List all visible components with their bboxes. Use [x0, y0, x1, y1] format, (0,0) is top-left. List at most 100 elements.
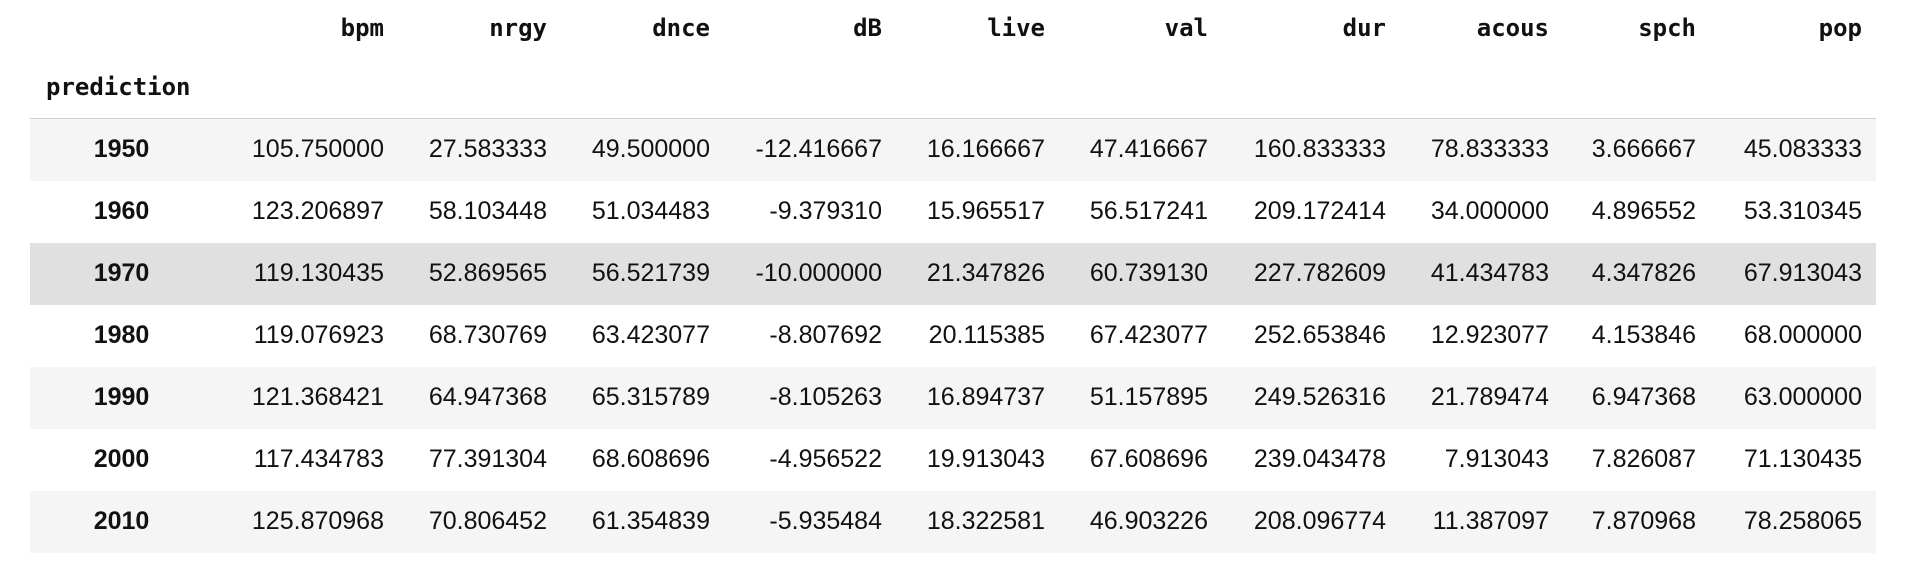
column-header-dnce: dnce	[652, 14, 710, 42]
index-name-row: prediction	[30, 56, 1876, 119]
column-header-dur: dur	[1342, 14, 1386, 42]
table-cell-val: 56.517241	[1089, 197, 1208, 225]
table-cell-db: -8.807692	[769, 321, 882, 349]
table-cell-dur: 208.096774	[1253, 507, 1386, 535]
table-cell-spch: 4.896552	[1591, 197, 1696, 225]
table-cell-dnce: 56.521739	[591, 259, 710, 287]
table-cell-live: 18.322581	[926, 507, 1045, 535]
table-cell-dnce: 63.423077	[591, 321, 710, 349]
table-cell-live: 20.115385	[928, 321, 1045, 349]
table-cell-dur: 239.043478	[1253, 445, 1386, 473]
table-cell-db: -12.416667	[755, 135, 882, 164]
table-cell-dur: 249.526316	[1253, 383, 1386, 411]
table-cell-dnce: 49.500000	[591, 135, 710, 164]
table-cell-dur: 252.653846	[1253, 321, 1386, 349]
table-cell-spch: 4.153846	[1591, 321, 1696, 349]
table-cell-val: 67.423077	[1089, 321, 1208, 349]
table-cell-bpm: 125.870968	[251, 507, 384, 535]
column-header-row: bpm nrgy dnce dB live val dur acous spch…	[30, 0, 1876, 56]
table-cell-acous: 21.789474	[1430, 383, 1549, 411]
table-cell-bpm: 121.368421	[251, 383, 384, 411]
table-row: 1950 105.750000 27.583333 49.500000 -12.4166…	[30, 118, 1876, 181]
table-cell-acous: 12.923077	[1430, 321, 1549, 349]
table-cell-acous: 41.434783	[1430, 259, 1549, 287]
table-cell-nrgy: 70.806452	[428, 507, 547, 535]
column-header-nrgy: nrgy	[489, 14, 547, 42]
row-index-label: 1970	[93, 259, 150, 287]
table-cell-db: -10.000000	[755, 259, 882, 287]
column-header-bpm: bpm	[340, 14, 384, 42]
table-cell-acous: 11.387097	[1432, 507, 1549, 535]
table-cell-bpm: 119.076923	[253, 321, 384, 349]
column-header-db: dB	[853, 14, 882, 42]
column-header-pop: pop	[1818, 14, 1862, 42]
table-cell-val: 67.608696	[1089, 445, 1208, 473]
column-header-live: live	[987, 14, 1045, 42]
table-cell-db: -8.105263	[769, 383, 882, 411]
table-row: 1990 121.368421 64.947368 65.315789 -8.10526…	[30, 366, 1876, 429]
index-name-label: prediction	[30, 56, 213, 119]
row-index-label: 1980	[93, 321, 150, 349]
table-cell-spch: 4.347826	[1591, 259, 1696, 287]
table-cell-bpm: 105.750000	[251, 135, 384, 164]
table-cell-val: 46.903226	[1089, 507, 1208, 535]
column-header-acous: acous	[1476, 14, 1549, 42]
table-body: 1950 105.750000 27.583333 49.500000 -12.4166…	[30, 118, 1876, 553]
row-index-label: 1960	[93, 197, 150, 225]
table-cell-pop: 53.310345	[1743, 197, 1862, 225]
table-cell-dur: 160.833333	[1253, 135, 1386, 164]
header-blank-cell	[30, 0, 213, 56]
column-header-spch: spch	[1638, 14, 1696, 42]
table-row: 1970 119.130435 52.869565 56.521739 -10.0000…	[30, 242, 1876, 305]
table-cell-val: 47.416667	[1089, 135, 1208, 164]
table-cell-nrgy: 77.391304	[428, 445, 547, 473]
table-cell-pop: 45.083333	[1743, 135, 1862, 164]
table-cell-nrgy: 64.947368	[428, 383, 547, 411]
table-cell-nrgy: 68.730769	[428, 321, 547, 349]
table-cell-acous: 78.833333	[1430, 135, 1549, 164]
table-cell-live: 16.166667	[926, 135, 1045, 164]
table-row: 1980 119.076923 68.730769 63.423077 -8.80769…	[30, 304, 1876, 367]
table-cell-nrgy: 27.583333	[428, 135, 547, 164]
table-cell-pop: 78.258065	[1743, 507, 1862, 535]
row-index-label: 1990	[93, 383, 150, 411]
column-header-val: val	[1164, 14, 1208, 42]
table-cell-val: 51.157895	[1089, 383, 1208, 411]
table-cell-spch: 7.826087	[1591, 445, 1696, 473]
table-row: 2010 125.870968 70.806452 61.354839 -5.93548…	[30, 490, 1876, 553]
table-cell-bpm: 123.206897	[251, 197, 384, 225]
table-cell-db: -5.935484	[769, 507, 882, 535]
table-cell-acous: 7.913043	[1444, 445, 1549, 473]
table-cell-acous: 34.000000	[1430, 197, 1549, 225]
table-cell-spch: 3.666667	[1591, 135, 1696, 164]
table-cell-dnce: 65.315789	[591, 383, 710, 411]
table-cell-nrgy: 52.869565	[428, 259, 547, 287]
table-cell-bpm: 119.130435	[253, 259, 384, 287]
dataframe-table: bpm nrgy dnce dB live val dur acous spch…	[30, 0, 1876, 553]
table-cell-spch: 6.947368	[1591, 383, 1696, 411]
table-row: 1960 123.206897 58.103448 51.034483 -9.37931…	[30, 180, 1876, 243]
table-cell-bpm: 117.434783	[253, 445, 384, 473]
row-index-label: 2000	[93, 445, 150, 473]
row-index-label: 1950	[93, 135, 150, 164]
table-cell-val: 60.739130	[1089, 259, 1208, 287]
table-cell-live: 15.965517	[926, 197, 1045, 225]
table-cell-nrgy: 58.103448	[428, 197, 547, 225]
table-cell-spch: 7.870968	[1591, 507, 1696, 535]
table-cell-pop: 63.000000	[1743, 383, 1862, 411]
table-cell-dnce: 68.608696	[591, 445, 710, 473]
table-cell-pop: 71.130435	[1743, 445, 1862, 473]
table-row: 2000 117.434783 77.391304 68.608696 -4.95652…	[30, 428, 1876, 491]
table-cell-db: -4.956522	[769, 445, 882, 473]
table-cell-dur: 227.782609	[1253, 259, 1386, 287]
table-cell-dnce: 61.354839	[591, 507, 710, 535]
table-cell-live: 16.894737	[926, 383, 1045, 411]
table-cell-live: 19.913043	[926, 445, 1045, 473]
table-cell-dnce: 51.034483	[591, 197, 710, 225]
row-index-label: 2010	[93, 507, 150, 535]
table-cell-pop: 68.000000	[1743, 321, 1862, 349]
table-cell-db: -9.379310	[769, 197, 882, 225]
table-cell-pop: 67.913043	[1743, 259, 1862, 287]
table-cell-live: 21.347826	[926, 259, 1045, 287]
table-cell-dur: 209.172414	[1253, 197, 1386, 225]
